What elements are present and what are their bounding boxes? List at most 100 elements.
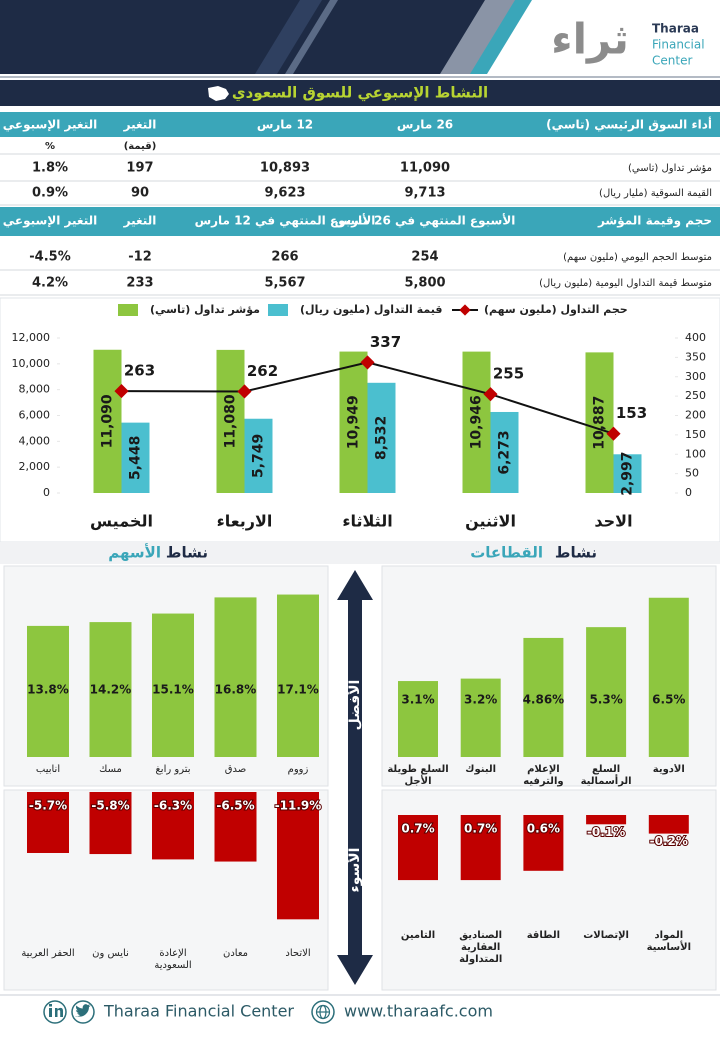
bar xyxy=(613,454,642,493)
y-tick-label: 6,000 xyxy=(19,409,51,422)
bar xyxy=(460,815,501,881)
category-label: البنوك xyxy=(465,764,497,775)
bar-value-label: 0.7% xyxy=(464,822,497,836)
category-label-box: الحفر العربية xyxy=(21,948,74,959)
y-tick-label: 12,000 xyxy=(12,331,51,344)
section-title-highlight: الأسهم xyxy=(108,544,161,562)
category-label: السلع طويلة الأجل xyxy=(387,764,449,787)
table-cell: 9,713 xyxy=(404,186,445,201)
bar xyxy=(93,349,122,493)
table-cell: 197 xyxy=(126,161,153,176)
legend-swatch xyxy=(268,304,288,316)
bar-value-label: 4.86% xyxy=(523,693,565,707)
table-cell: -12 xyxy=(128,250,152,265)
bar-value-label: 2,997 xyxy=(620,451,636,495)
linkedin-icon[interactable] xyxy=(43,1000,67,1024)
table-header-cell: التغير الإسبوعي xyxy=(3,214,97,229)
row-label: مؤشر تداول (تاسي) xyxy=(628,163,712,174)
table-header-cell: أداء السوق الرئيسي (تاسي) xyxy=(546,117,712,133)
bar xyxy=(277,594,319,757)
category-label: زووم xyxy=(287,764,309,775)
bar xyxy=(648,597,689,757)
line-marker xyxy=(237,384,252,399)
table-header-cell: التغير الإسبوعي xyxy=(3,118,97,133)
category-label-box: المواد الأساسية xyxy=(647,930,691,953)
y2-tick-label: 0 xyxy=(685,486,692,499)
legend-label: حجم التداول (مليون سهم) xyxy=(484,303,628,316)
y2-tick-label: 300 xyxy=(685,370,706,383)
bar xyxy=(27,625,69,757)
linkedin-icon-part xyxy=(49,1004,52,1007)
bar xyxy=(367,382,396,493)
logo-line: Tharaa xyxy=(652,22,699,36)
twitter-icon[interactable] xyxy=(71,1000,95,1024)
bar-value-label: 11,080 xyxy=(223,394,239,448)
category-label-box: صدق xyxy=(224,764,247,775)
footer-website: www.tharaafc.com xyxy=(344,1002,493,1021)
bar xyxy=(89,622,132,757)
bar xyxy=(490,411,519,493)
bar xyxy=(27,792,69,853)
table-cell: 0.9% xyxy=(32,186,68,201)
bar-value-label: -6.5% xyxy=(216,799,254,813)
bar-value-label: 6,273 xyxy=(497,430,513,474)
table-header-cell: الأسبوع المنتهي في 12 مارس xyxy=(195,213,376,229)
table-cell: 1.8% xyxy=(32,161,68,176)
bar-value-label: -5.7% xyxy=(29,799,67,813)
bar-value-label: -11.9% xyxy=(275,799,322,813)
line-value-label: 263 xyxy=(124,362,155,380)
bar xyxy=(339,351,368,493)
bar-value-label: 17.1% xyxy=(277,683,319,697)
bar xyxy=(89,792,132,855)
category-label: الإعادة السعودية xyxy=(154,948,192,971)
category-label: صدق xyxy=(224,764,247,775)
table-header-cell: الأسبوع المنتهي في 26 مارس xyxy=(335,213,516,229)
category-label: معادن xyxy=(222,948,249,959)
bar xyxy=(244,418,273,493)
y2-tick-label: 350 xyxy=(685,350,706,363)
table-cell: 90 xyxy=(131,186,149,201)
x-tick-label: الاثنين xyxy=(465,512,516,531)
line-marker xyxy=(606,426,621,441)
category-label-box: أنابيب xyxy=(36,764,60,775)
y2-tick-label: 250 xyxy=(685,389,706,402)
category-label-box: مسك xyxy=(99,764,122,775)
table-rules xyxy=(0,153,720,296)
category-label-box: نايس ون xyxy=(92,948,129,959)
globe-icon[interactable] xyxy=(311,1000,335,1024)
category-label: الإعلام والترفيه xyxy=(523,764,564,787)
category-label-box: الإتصالات xyxy=(583,930,629,941)
bar-value-label: 16.8% xyxy=(215,683,257,697)
table-header-cell: حجم وقيمة المؤشر xyxy=(597,214,712,229)
logo-arabic: ثراء xyxy=(551,15,629,65)
bar xyxy=(277,792,319,920)
header-stripe xyxy=(285,0,338,74)
bar xyxy=(586,627,627,757)
category-label-box: الاتحاد xyxy=(285,948,310,959)
double-arrow xyxy=(337,570,373,985)
category-label-box: الأدوية xyxy=(653,764,685,775)
table-cell: -4.5% xyxy=(29,250,70,265)
line-marker xyxy=(360,355,375,370)
table-cell: 4.2% xyxy=(32,276,68,291)
header-stripe xyxy=(470,0,532,74)
row-label: القيمة السوقية (مليار ريال) xyxy=(599,188,712,199)
header-band xyxy=(0,0,515,74)
table-cell: 254 xyxy=(411,250,438,265)
table-cell: 10,893 xyxy=(260,161,310,176)
row-label: متوسط قيمة التداول اليومية (مليون ريال) xyxy=(539,278,712,289)
category-label-box: الإعادة السعودية xyxy=(154,948,192,971)
bar xyxy=(523,637,564,757)
category-label: نايس ون xyxy=(92,948,129,959)
bar-value-label: -0.1% xyxy=(587,825,625,839)
bar-value-label: 3.1% xyxy=(401,693,434,707)
bar-value-label: 10,946 xyxy=(469,395,485,449)
section-title-highlight: القطاعات xyxy=(470,544,543,562)
bar-value-label: 3.2% xyxy=(464,693,497,707)
table-cell: 9,623 xyxy=(264,186,305,201)
category-label-box: السلع الرأسمالية xyxy=(581,764,632,787)
line-marker xyxy=(483,387,498,402)
table-cell: 5,800 xyxy=(404,276,445,291)
x-tick-label: الاربعاء xyxy=(217,512,273,531)
